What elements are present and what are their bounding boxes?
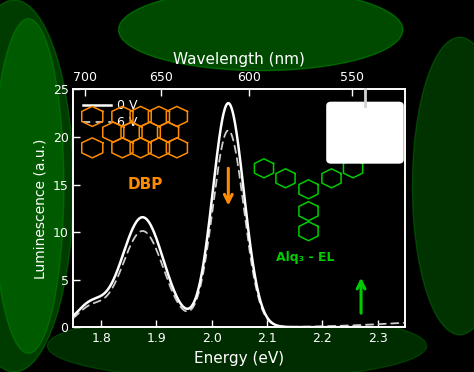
0 V (71, 314, 76, 318)
Y-axis label: Luminescence (a.u.): Luminescence (a.u.) (33, 138, 47, 279)
6 V (212, 188, 218, 193)
0 V (212, 169, 218, 173)
0 V (109, 282, 114, 286)
X-axis label: Wavelength (nm): Wavelength (nm) (173, 52, 305, 67)
Ellipse shape (0, 0, 73, 372)
Line: 6 V: 6 V (73, 130, 405, 327)
6 V (198, 283, 203, 287)
Line: 0 V: 0 V (73, 103, 405, 327)
0 V (198, 277, 203, 281)
6 V (396, 321, 402, 326)
Ellipse shape (118, 0, 403, 71)
Ellipse shape (0, 19, 64, 353)
0 V (226, 101, 231, 105)
0 V (128, 230, 134, 235)
0 V (396, 325, 401, 330)
6 V (402, 321, 408, 325)
Text: DBP: DBP (128, 177, 163, 192)
6 V (226, 128, 231, 132)
6 V (109, 288, 114, 292)
X-axis label: Energy (eV): Energy (eV) (194, 351, 284, 366)
Text: Alq₃ - EL: Alq₃ - EL (276, 251, 335, 264)
0 V (360, 325, 366, 330)
6 V (128, 242, 134, 247)
FancyBboxPatch shape (326, 102, 404, 164)
Legend: 0 V, 6 V: 0 V, 6 V (80, 96, 141, 133)
6 V (289, 325, 294, 329)
Ellipse shape (47, 312, 427, 372)
6 V (71, 316, 76, 320)
0 V (402, 325, 408, 330)
Ellipse shape (412, 37, 474, 335)
6 V (360, 323, 366, 327)
